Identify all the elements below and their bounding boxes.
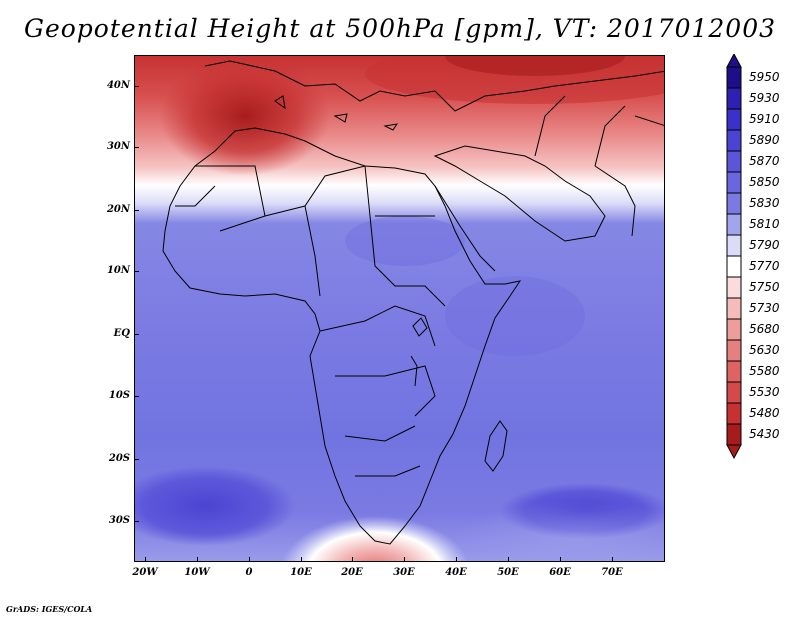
lat-label: 10N: [106, 265, 130, 276]
colorbar-label: 5950: [749, 70, 780, 84]
lat-label: 40N: [106, 80, 130, 91]
colorbar-bottom-arrow: [726, 444, 742, 460]
lon-label: 50E: [497, 567, 519, 578]
lon-tick: [508, 557, 509, 562]
colorbar-cell: [726, 339, 742, 362]
lon-tick: [404, 557, 405, 562]
colorbar-label: 5680: [749, 322, 780, 336]
colorbar-cell: [726, 87, 742, 110]
lon-label: 0: [245, 567, 253, 578]
lon-label: 10E: [290, 567, 312, 578]
lon-label: 30E: [393, 567, 415, 578]
colorbar-label: 5530: [749, 385, 780, 399]
colorbar-cell: [726, 318, 742, 341]
colorbar-cell: [726, 423, 742, 446]
colorbar-cell: [726, 213, 742, 236]
colorbar-label: 5750: [749, 280, 780, 294]
lat-tick: [134, 521, 139, 522]
lon-tick: [197, 557, 198, 562]
colorbar-label: 5480: [749, 406, 780, 420]
colorbar-cell: [726, 150, 742, 173]
colorbar-label: 5830: [749, 196, 780, 210]
map-plot-area: [134, 55, 665, 562]
colorbar-cell: [726, 255, 742, 278]
lon-tick: [456, 557, 457, 562]
lat-tick: [134, 86, 139, 87]
colorbar-label: 5730: [749, 301, 780, 315]
colorbar-top-arrow: [726, 54, 742, 68]
colorbar-cell: [726, 192, 742, 215]
lat-label: 20S: [108, 453, 130, 464]
colorbar-cell: [726, 108, 742, 131]
colorbar: [726, 54, 742, 460]
lon-tick: [560, 557, 561, 562]
lat-tick: [134, 459, 139, 460]
lon-tick: [352, 557, 353, 562]
colorbar-label: 5910: [749, 112, 780, 126]
footer-credit: GrADS: IGES/COLA: [6, 604, 93, 614]
lat-label: 30S: [108, 515, 130, 526]
colorbar-label: 5790: [749, 238, 780, 252]
lat-tick: [134, 334, 139, 335]
lon-label: 70E: [601, 567, 623, 578]
colorbar-cell: [726, 276, 742, 299]
colorbar-label: 5770: [749, 259, 780, 273]
colorbar-cell: [726, 129, 742, 152]
lat-label: 30N: [106, 141, 130, 152]
lon-label: 10W: [184, 567, 210, 578]
lon-label: 40E: [445, 567, 467, 578]
lon-tick: [249, 557, 250, 562]
colorbar-label: 5850: [749, 175, 780, 189]
colorbar-cell: [726, 234, 742, 257]
lat-tick: [134, 147, 139, 148]
colorbar-cell: [726, 297, 742, 320]
lat-label: 10S: [108, 390, 130, 401]
colorbar-cell: [726, 171, 742, 194]
lat-tick: [134, 271, 139, 272]
lon-label: 60E: [549, 567, 571, 578]
lon-tick: [301, 557, 302, 562]
lat-tick: [134, 210, 139, 211]
colorbar-label: 5890: [749, 133, 780, 147]
colorbar-cell: [726, 402, 742, 425]
lat-label: EQ: [113, 328, 130, 339]
colorbar-label: 5430: [749, 427, 780, 441]
lon-tick: [145, 557, 146, 562]
colorbar-cell: [726, 381, 742, 404]
colorbar-label: 5580: [749, 364, 780, 378]
colorbar-label: 5930: [749, 91, 780, 105]
lat-label: 20N: [106, 204, 130, 215]
colorbar-label: 5630: [749, 343, 780, 357]
colorbar-cell: [726, 360, 742, 383]
colorbar-label: 5870: [749, 154, 780, 168]
geopotential-field: [135, 56, 664, 561]
map-title: Geopotential Height at 500hPa [gpm], VT:…: [23, 14, 777, 43]
lon-label: 20W: [132, 567, 158, 578]
colorbar-cell: [726, 66, 742, 89]
lat-tick: [134, 396, 139, 397]
lon-label: 20E: [341, 567, 363, 578]
colorbar-cells: [726, 66, 742, 446]
lon-tick: [612, 557, 613, 562]
coastline-outlines: [162, 60, 664, 545]
colorbar-label: 5810: [749, 217, 780, 231]
